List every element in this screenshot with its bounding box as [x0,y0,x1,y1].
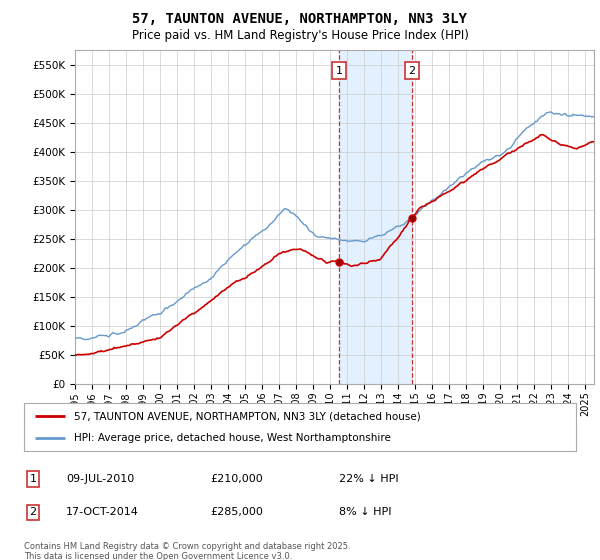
Text: 57, TAUNTON AVENUE, NORTHAMPTON, NN3 3LY (detached house): 57, TAUNTON AVENUE, NORTHAMPTON, NN3 3LY… [74,411,421,421]
Text: 2: 2 [29,507,37,517]
Text: 17-OCT-2014: 17-OCT-2014 [66,507,139,517]
Text: 8% ↓ HPI: 8% ↓ HPI [339,507,391,517]
Text: Price paid vs. HM Land Registry's House Price Index (HPI): Price paid vs. HM Land Registry's House … [131,29,469,42]
Text: 22% ↓ HPI: 22% ↓ HPI [339,474,398,484]
Text: 1: 1 [336,66,343,76]
Text: HPI: Average price, detached house, West Northamptonshire: HPI: Average price, detached house, West… [74,433,391,443]
Text: 57, TAUNTON AVENUE, NORTHAMPTON, NN3 3LY: 57, TAUNTON AVENUE, NORTHAMPTON, NN3 3LY [133,12,467,26]
Text: 09-JUL-2010: 09-JUL-2010 [66,474,134,484]
Bar [339,50,412,384]
Text: £285,000: £285,000 [210,507,263,517]
Text: £210,000: £210,000 [210,474,263,484]
Text: 1: 1 [29,474,37,484]
Text: 2: 2 [409,66,415,76]
Text: Contains HM Land Registry data © Crown copyright and database right 2025.
This d: Contains HM Land Registry data © Crown c… [24,542,350,560]
